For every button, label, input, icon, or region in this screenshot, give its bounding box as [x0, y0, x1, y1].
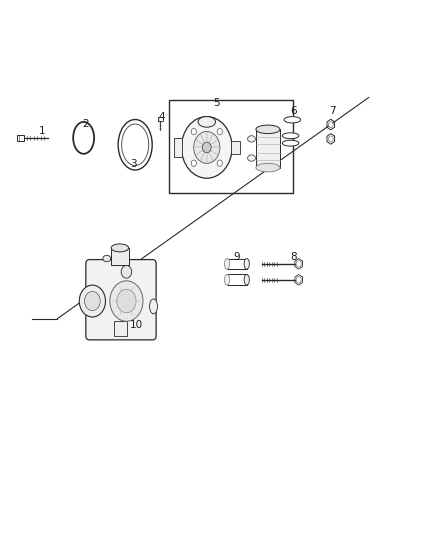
Circle shape [296, 277, 301, 283]
Ellipse shape [224, 259, 230, 269]
Bar [114, 321, 127, 336]
Bar [158, 117, 163, 121]
Text: 9: 9 [233, 252, 240, 262]
Circle shape [328, 122, 333, 127]
Ellipse shape [103, 255, 111, 262]
Ellipse shape [111, 244, 129, 252]
Ellipse shape [283, 140, 299, 146]
Text: 8: 8 [290, 252, 297, 262]
Text: 2: 2 [82, 119, 89, 129]
Text: 5: 5 [213, 98, 220, 108]
Text: 10: 10 [130, 320, 143, 330]
Bar [256, 130, 280, 167]
Ellipse shape [256, 125, 280, 134]
Circle shape [217, 128, 223, 135]
Ellipse shape [247, 155, 255, 161]
Circle shape [121, 265, 132, 278]
Circle shape [85, 292, 100, 311]
Circle shape [202, 142, 211, 153]
Circle shape [191, 128, 196, 135]
Ellipse shape [247, 136, 255, 142]
Ellipse shape [284, 117, 300, 123]
Bar [111, 248, 129, 265]
Circle shape [217, 160, 223, 166]
Text: 7: 7 [329, 106, 336, 116]
Circle shape [79, 285, 106, 317]
FancyBboxPatch shape [86, 260, 156, 340]
Text: 1: 1 [39, 126, 46, 136]
Ellipse shape [198, 117, 215, 127]
Ellipse shape [224, 274, 230, 285]
Circle shape [191, 160, 196, 166]
Ellipse shape [122, 124, 149, 165]
Circle shape [296, 261, 301, 267]
Text: 3: 3 [131, 159, 137, 169]
Bar [17, 135, 24, 141]
Bar [227, 259, 247, 269]
Text: 4: 4 [158, 111, 165, 122]
Ellipse shape [283, 133, 299, 139]
Text: 6: 6 [290, 106, 297, 116]
Circle shape [117, 289, 136, 313]
Ellipse shape [150, 299, 157, 314]
Bar [174, 138, 182, 157]
Circle shape [181, 117, 232, 178]
Ellipse shape [73, 122, 94, 154]
Ellipse shape [118, 119, 152, 170]
Ellipse shape [256, 164, 280, 172]
Bar [231, 141, 240, 154]
Circle shape [110, 281, 143, 321]
Circle shape [194, 132, 220, 164]
Ellipse shape [244, 274, 249, 285]
Bar [169, 100, 293, 193]
Circle shape [328, 136, 333, 142]
Ellipse shape [244, 259, 249, 269]
Bar [227, 274, 247, 285]
